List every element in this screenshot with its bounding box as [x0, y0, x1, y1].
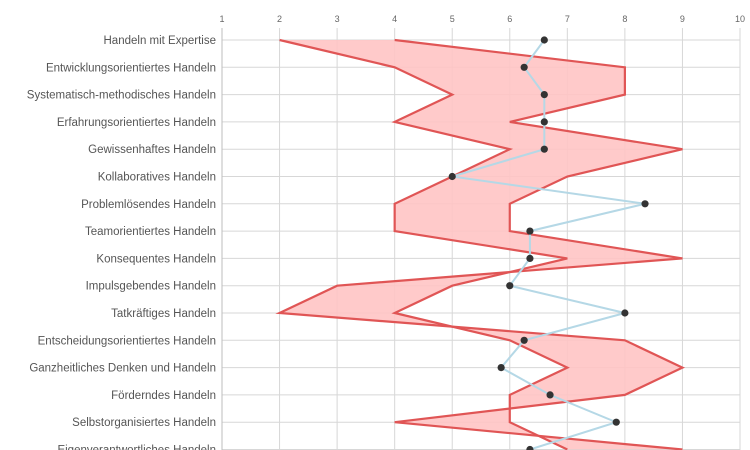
score-point — [641, 200, 649, 208]
range-upper-line — [275, 38, 686, 450]
score-series — [448, 36, 649, 450]
category-label: Teamorientiertes Handeln — [85, 226, 216, 238]
x-tick-label: 1 — [219, 14, 224, 24]
score-point — [612, 418, 620, 426]
score-point — [526, 254, 534, 262]
category-label: Konsequentes Handeln — [96, 253, 216, 265]
x-tick-label: 8 — [622, 14, 627, 24]
x-tick-label: 5 — [450, 14, 455, 24]
x-tick-label: 4 — [392, 14, 397, 24]
category-label: Handeln mit Expertise — [104, 35, 217, 47]
score-point — [540, 118, 548, 126]
x-tick-label: 3 — [335, 14, 340, 24]
score-point — [621, 309, 629, 317]
score-point — [526, 445, 534, 450]
category-label: Systematisch-methodisches Handeln — [27, 90, 216, 102]
score-point — [540, 91, 548, 99]
category-label: Selbstorganisiertes Handeln — [72, 417, 216, 429]
category-label: Förderndes Handeln — [111, 390, 216, 402]
x-tick-label: 7 — [565, 14, 570, 24]
x-tick-label: 9 — [680, 14, 685, 24]
category-label: Erfahrungsorientiertes Handeln — [57, 117, 216, 129]
category-label: Eigenverantwortliches Handeln — [57, 445, 216, 450]
range-band — [275, 38, 686, 450]
score-point — [546, 391, 554, 399]
category-label: Gewissenhaftes Handeln — [88, 144, 216, 156]
x-tick-label: 10 — [735, 14, 745, 24]
x-tick-label: 2 — [277, 14, 282, 24]
category-label: Tatkräftiges Handeln — [111, 308, 216, 320]
score-line — [451, 39, 646, 450]
score-point — [526, 227, 534, 235]
score-point — [520, 336, 528, 344]
score-point — [497, 364, 505, 372]
x-tick-label: 6 — [507, 14, 512, 24]
category-label: Impulsgebendes Handeln — [86, 281, 216, 293]
range-lower-line — [279, 38, 570, 450]
category-label: Entwicklungsorientiertes Handeln — [46, 62, 216, 74]
score-point — [540, 36, 548, 44]
category-label: Ganzheitliches Denken und Handeln — [29, 363, 216, 375]
score-point — [520, 63, 528, 71]
x-axis-ticks: 1 2 3 4 5 6 7 8 9 10 — [219, 14, 745, 24]
category-label: Problemlösendes Handeln — [81, 199, 216, 211]
category-labels: Handeln mit Expertise Entwicklungsorienti… — [27, 35, 216, 450]
score-point — [506, 282, 514, 290]
category-label: Kollaboratives Handeln — [98, 172, 216, 184]
score-point — [540, 145, 548, 153]
score-point — [448, 172, 456, 181]
category-label: Entscheidungsorientiertes Handeln — [38, 335, 216, 347]
